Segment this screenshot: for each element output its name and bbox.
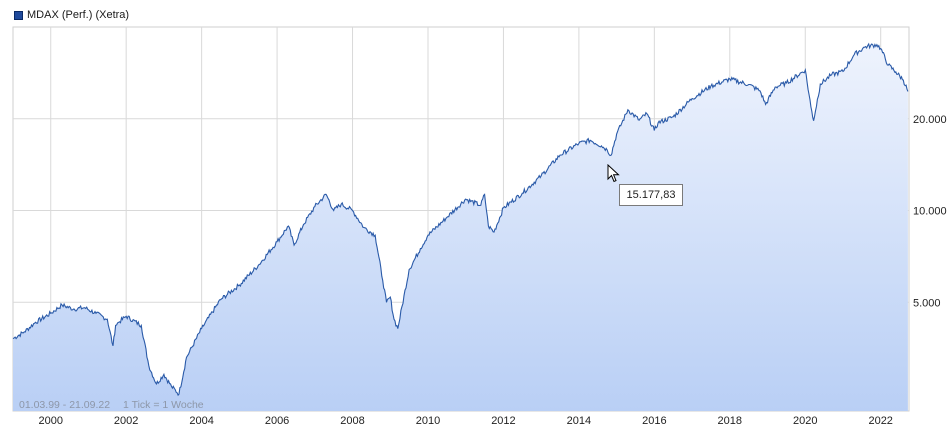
y-tick-label: 10.000 bbox=[913, 206, 947, 218]
legend-swatch bbox=[14, 10, 23, 20]
y-tick-label: 20.000 bbox=[913, 114, 947, 126]
x-tick-label: 2020 bbox=[793, 415, 817, 427]
x-tick-label: 2002 bbox=[114, 415, 138, 427]
x-tick-label: 2022 bbox=[868, 415, 892, 427]
y-tick-label: 5.000 bbox=[913, 297, 941, 309]
legend-label: MDAX (Perf.) (Xetra) bbox=[27, 9, 130, 21]
x-tick-label: 2016 bbox=[642, 415, 666, 427]
tooltip-value: 15.177,83 bbox=[626, 189, 676, 201]
x-tick-label: 2014 bbox=[567, 415, 591, 427]
x-tick-label: 2006 bbox=[265, 415, 289, 427]
y-axis: 5.000 10.000 20.000 bbox=[913, 114, 947, 310]
value-tooltip: 15.177,83 bbox=[619, 184, 683, 206]
x-tick-label: 2010 bbox=[416, 415, 440, 427]
x-tick-label: 2000 bbox=[38, 415, 62, 427]
tick-info: 1 Tick = 1 Woche bbox=[123, 399, 204, 411]
series-area bbox=[13, 44, 908, 411]
x-tick-label: 2018 bbox=[718, 415, 742, 427]
date-range: 01.03.99 - 21.09.22 bbox=[19, 399, 111, 411]
x-tick-label: 2012 bbox=[491, 415, 515, 427]
legend: MDAX (Perf.) (Xetra) bbox=[14, 9, 129, 21]
range-note: 01.03.99 - 21.09.22 1 Tick = 1 Woche bbox=[19, 399, 214, 411]
x-tick-label: 2004 bbox=[189, 415, 213, 427]
mouse-cursor-icon bbox=[607, 164, 620, 183]
series-line bbox=[12, 42, 909, 397]
x-tick-label: 2008 bbox=[340, 415, 364, 427]
x-axis: 2000 2002 2004 2006 2008 2010 2012 2014 2016 2018… bbox=[38, 415, 892, 427]
